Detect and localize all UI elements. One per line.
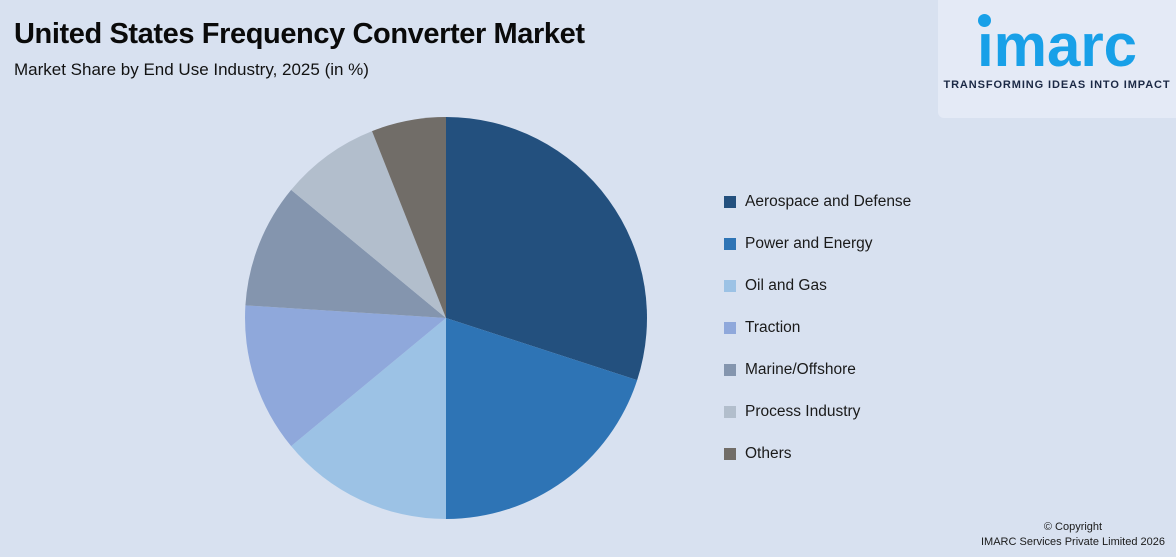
copyright-line2: IMARC Services Private Limited 2026: [980, 536, 1165, 548]
pie-slice-4: [245, 305, 446, 447]
legend-swatch-icon: [724, 196, 736, 208]
pie-chart: [245, 117, 647, 519]
page-title: United States Frequency Converter Market: [14, 18, 585, 50]
legend-label: Others: [745, 445, 792, 462]
pie-slice-2: [446, 318, 638, 519]
pie-slice-5: [245, 189, 446, 318]
legend-label: Traction: [745, 319, 801, 336]
legend-item-4: Traction: [724, 307, 911, 349]
pie-slice-6: [291, 131, 446, 318]
legend-item-1: Aerospace and Defense: [724, 181, 911, 223]
legend-item-2: Power and Energy: [724, 223, 911, 265]
legend-label: Marine/Offshore: [745, 361, 856, 378]
legend-label: Process Industry: [745, 403, 861, 420]
pie-slice-1: [446, 117, 647, 381]
copyright-line1: © Copyright: [1043, 521, 1103, 533]
legend-swatch-icon: [724, 280, 736, 292]
legend-label: Power and Energy: [745, 235, 873, 252]
page-subtitle: Market Share by End Use Industry, 2025 (…: [14, 60, 369, 79]
legend-swatch-icon: [724, 364, 736, 376]
logo-i-dot-icon: [977, 14, 991, 27]
legend-item-6: Process Industry: [724, 391, 911, 433]
legend-item-5: Marine/Offshore: [724, 349, 911, 391]
legend-item-7: Others: [724, 433, 911, 475]
copyright-notice: © Copyright IMARC Services Private Limit…: [981, 520, 1165, 550]
legend-swatch-icon: [724, 406, 736, 418]
legend-item-3: Oil and Gas: [724, 265, 911, 307]
legend-label: Oil and Gas: [745, 277, 827, 294]
header: United States Frequency Converter Market…: [14, 18, 585, 80]
chart-legend: Aerospace and Defense Power and Energy Oil…: [724, 181, 911, 475]
pie-slice-3: [291, 318, 446, 519]
legend-swatch-icon: [724, 238, 736, 250]
pie-slice-7: [372, 117, 446, 318]
imarc-logo: ımarc TRANSFORMING IDEAS INTO IMPACT: [938, 0, 1176, 118]
logo-wordmark: ımarc: [976, 12, 1138, 79]
legend-swatch-icon: [724, 448, 736, 460]
legend-label: Aerospace and Defense: [745, 193, 912, 210]
logo-tagline: TRANSFORMING IDEAS INTO IMPACT: [943, 79, 1171, 91]
legend-swatch-icon: [724, 322, 736, 334]
